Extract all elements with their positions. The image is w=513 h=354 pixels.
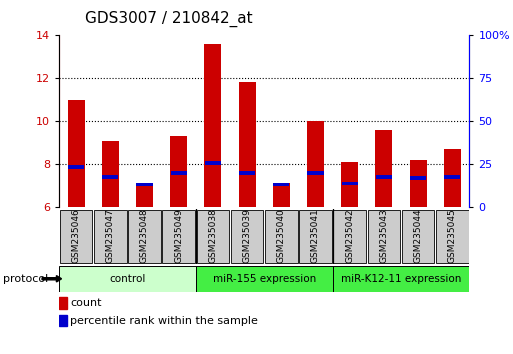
Bar: [410, 176, 426, 180]
Text: count: count: [70, 298, 102, 308]
FancyBboxPatch shape: [163, 210, 195, 263]
Text: GSM235046: GSM235046: [72, 208, 81, 263]
Text: GSM235040: GSM235040: [277, 208, 286, 263]
Text: GSM235048: GSM235048: [140, 208, 149, 263]
Bar: [170, 171, 187, 175]
Bar: [341, 162, 358, 207]
Text: percentile rank within the sample: percentile rank within the sample: [70, 316, 258, 326]
FancyBboxPatch shape: [59, 266, 196, 292]
Bar: [136, 183, 153, 207]
Bar: [68, 165, 84, 169]
Bar: [273, 183, 290, 207]
FancyBboxPatch shape: [265, 210, 298, 263]
Bar: [59, 297, 67, 309]
FancyBboxPatch shape: [333, 210, 366, 263]
Bar: [239, 171, 255, 175]
Bar: [273, 183, 289, 187]
Bar: [204, 44, 222, 207]
Bar: [307, 121, 324, 207]
Text: GSM235049: GSM235049: [174, 208, 183, 263]
FancyBboxPatch shape: [231, 210, 263, 263]
FancyBboxPatch shape: [128, 210, 161, 263]
Text: GSM235039: GSM235039: [243, 208, 251, 263]
Bar: [342, 182, 358, 185]
FancyBboxPatch shape: [299, 210, 332, 263]
FancyBboxPatch shape: [332, 266, 469, 292]
FancyBboxPatch shape: [402, 210, 435, 263]
FancyBboxPatch shape: [436, 210, 468, 263]
Bar: [205, 161, 221, 165]
Text: GSM235043: GSM235043: [380, 208, 388, 263]
Text: GSM235042: GSM235042: [345, 208, 354, 263]
Text: GSM235044: GSM235044: [413, 208, 423, 263]
Text: protocol: protocol: [3, 274, 48, 284]
Text: GSM235038: GSM235038: [208, 208, 218, 263]
Bar: [170, 136, 187, 207]
FancyBboxPatch shape: [196, 266, 332, 292]
Bar: [239, 81, 255, 207]
Bar: [444, 175, 461, 179]
FancyBboxPatch shape: [196, 210, 229, 263]
Bar: [376, 130, 392, 207]
Text: GDS3007 / 210842_at: GDS3007 / 210842_at: [85, 10, 252, 27]
Text: GSM235045: GSM235045: [448, 208, 457, 263]
Bar: [136, 183, 153, 187]
Bar: [102, 175, 119, 179]
Text: miR-155 expression: miR-155 expression: [212, 274, 316, 284]
Bar: [409, 160, 427, 207]
Bar: [102, 141, 119, 207]
Bar: [376, 175, 392, 179]
Text: GSM235047: GSM235047: [106, 208, 115, 263]
Text: control: control: [109, 274, 146, 284]
Bar: [444, 149, 461, 207]
Text: miR-K12-11 expression: miR-K12-11 expression: [341, 274, 461, 284]
Bar: [59, 315, 67, 326]
FancyBboxPatch shape: [94, 210, 127, 263]
Bar: [68, 100, 85, 207]
Text: GSM235041: GSM235041: [311, 208, 320, 263]
Bar: [307, 171, 324, 175]
FancyBboxPatch shape: [368, 210, 400, 263]
FancyBboxPatch shape: [60, 210, 92, 263]
